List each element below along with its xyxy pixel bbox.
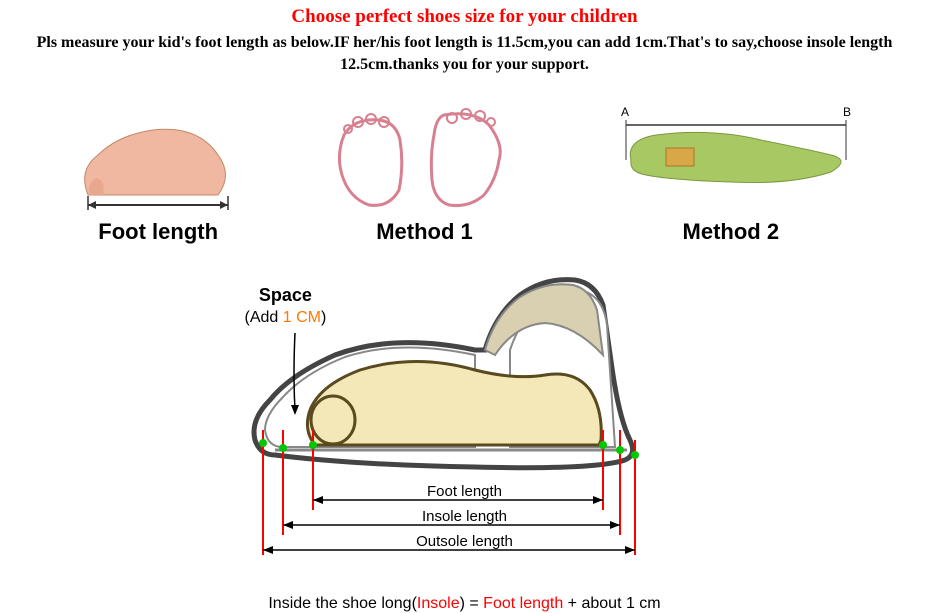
space-label: Space (Add 1 CM) xyxy=(245,285,327,327)
instruction-text: Pls measure your kid's foot length as be… xyxy=(0,28,929,85)
insole-marker-b: B xyxy=(843,105,851,119)
formula-line: Inside the shoe long(Insole) = Foot leng… xyxy=(0,595,929,613)
methods-row: Foot length Method 1 A xyxy=(0,85,929,245)
foot-length-label: Foot length xyxy=(98,219,218,245)
method-1: Method 1 xyxy=(324,100,524,245)
foot-photo-icon xyxy=(68,100,248,215)
method-foot-length: Foot length xyxy=(68,100,248,245)
insole-icon: A B xyxy=(601,100,861,215)
insole-length-measure: Insole length xyxy=(395,508,535,525)
foot-outline-icon xyxy=(324,100,524,215)
method1-label: Method 1 xyxy=(376,219,473,245)
foot-length-measure: Foot length xyxy=(395,483,535,500)
method-2: A B Method 2 xyxy=(601,100,861,245)
outsole-length-measure: Outsole length xyxy=(395,533,535,550)
insole-marker-a: A xyxy=(621,105,629,119)
shoe-diagram: Space (Add 1 CM) xyxy=(175,255,755,595)
title-text: Choose perfect shoes size for your child… xyxy=(291,6,637,27)
space-text: Space xyxy=(259,285,312,305)
space-sub: (Add 1 CM) xyxy=(245,309,327,326)
page-title: Choose perfect shoes size for your child… xyxy=(0,0,929,28)
method2-label: Method 2 xyxy=(683,219,780,245)
